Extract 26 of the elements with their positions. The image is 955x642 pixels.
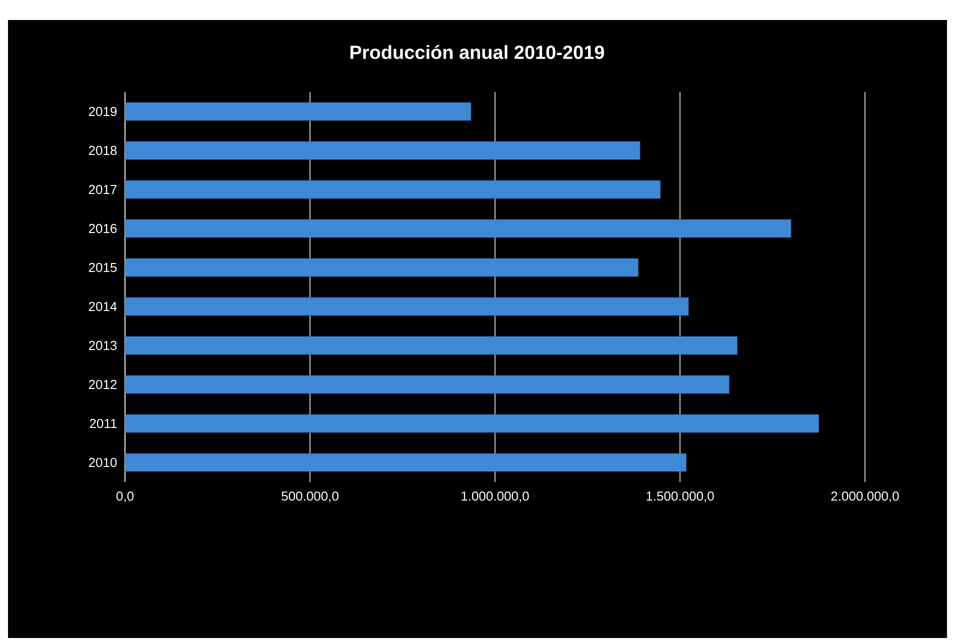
- bar: [125, 219, 792, 238]
- x-tick-label: 500.000,0: [282, 492, 338, 502]
- y-tick-label: 2018: [88, 146, 117, 156]
- bar: [125, 375, 730, 394]
- x-tick-label: 1.000.000,0: [462, 492, 529, 502]
- x-tick-label: 0,0: [116, 492, 134, 502]
- bar: [125, 141, 640, 160]
- y-tick-label: 2015: [88, 262, 117, 272]
- bar: [125, 414, 819, 433]
- y-tick-label: 2011: [90, 418, 117, 428]
- y-tick-label: 2012: [88, 380, 117, 390]
- bar: [125, 336, 738, 355]
- x-tick-label: 2.000.000,0: [831, 492, 899, 502]
- y-tick-label: 2010: [88, 458, 117, 468]
- bar: [125, 102, 472, 121]
- bar: [125, 297, 689, 316]
- bar: [125, 180, 661, 199]
- y-tick-label: 2016: [88, 224, 117, 234]
- y-tick-label: 2014: [88, 302, 117, 312]
- bar: [125, 258, 638, 277]
- chart-title: Producción anual 2010-2019: [350, 44, 604, 60]
- bar: [125, 453, 686, 472]
- y-tick-label: 2019: [88, 106, 117, 116]
- x-tick-label: 1.500.000,0: [646, 492, 714, 502]
- y-tick-label: 2013: [88, 340, 117, 350]
- y-tick-label: 2017: [88, 184, 117, 194]
